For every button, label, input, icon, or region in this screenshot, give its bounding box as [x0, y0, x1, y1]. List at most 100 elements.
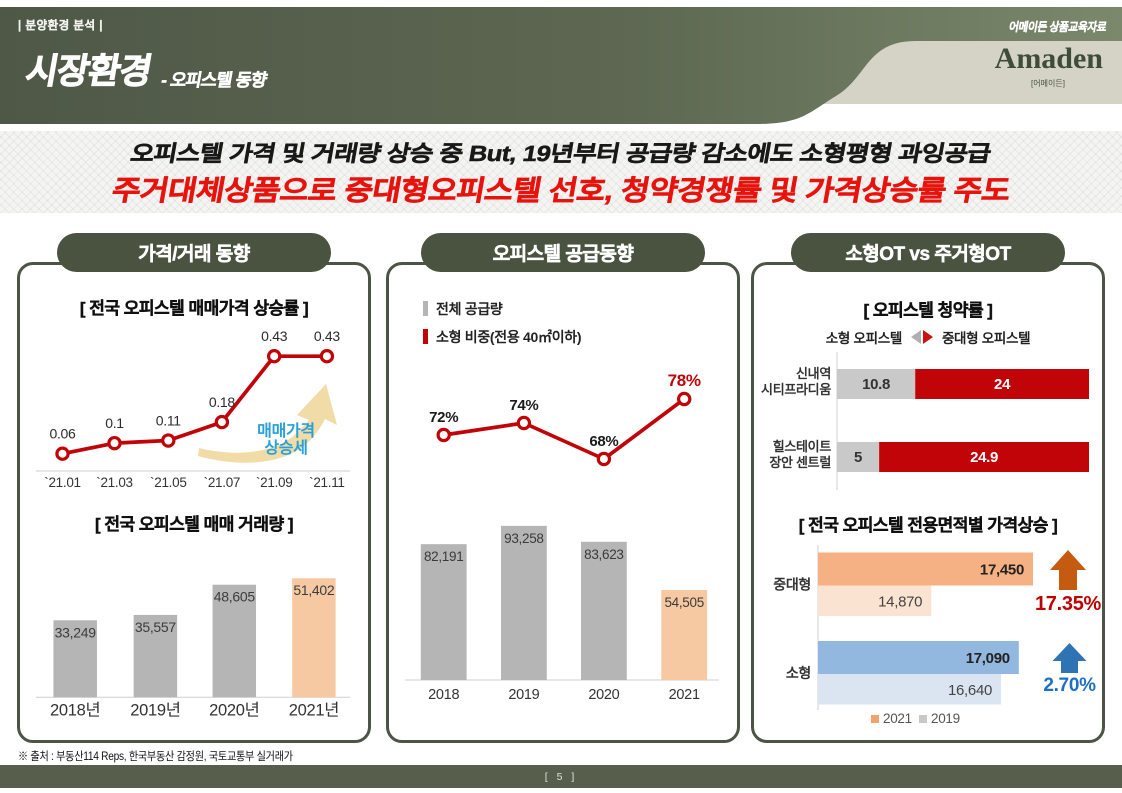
delta-arrow-icon	[1052, 643, 1087, 673]
page-title-row: 시장환경 - 오피스텔 동향	[22, 51, 271, 92]
x-tick-label: 2020년	[209, 700, 259, 719]
bar-value-label: 54,505	[664, 595, 704, 610]
line-value-label: 72%	[429, 409, 458, 426]
x-tick-label: `21.01	[44, 475, 80, 490]
category-label: 소형	[786, 665, 811, 681]
bar-value-label: 83,623	[584, 547, 624, 562]
header-band-shape	[0, 7, 1122, 124]
delta-arrow-icon	[1050, 550, 1086, 590]
hbar-value-label: 14,870	[878, 593, 922, 610]
delta-label: 2.70%	[1043, 675, 1096, 696]
stack-segment	[837, 442, 880, 472]
panel-price-trade: [ 전국 오피스텔 매매가격 상승률 ] 0.06 `21.01 0.1 `21.03…	[17, 233, 371, 745]
logo-subtext: [어메이든]	[1031, 79, 1065, 88]
annotation-arrow	[198, 384, 337, 463]
bar	[53, 620, 97, 698]
legend-label-total-supply: 전체 공급량	[436, 300, 503, 317]
segment-label: 5	[854, 449, 862, 466]
panel-header-price-trade: 가격/거래 동향	[57, 233, 331, 272]
bar	[501, 525, 547, 680]
bar-value-label: 82,191	[424, 549, 464, 564]
page-title: 시장환경	[22, 51, 155, 91]
bar-value-label: 48,605	[214, 589, 256, 605]
stack-segment	[837, 369, 916, 399]
supply-legend: 전체 공급량 소형 비중(전용 40㎡이하)	[423, 300, 582, 357]
source-note: ※ 출처 : 부동산114 Reps, 한국부동산 감정원, 국토교통부 실거래…	[18, 751, 293, 763]
data-point	[107, 435, 122, 451]
legend-label-small-share: 소형 비중(전용 40㎡이하)	[436, 328, 582, 345]
segment-label: 24.9	[970, 449, 998, 466]
x-tick-label: 2018년	[50, 700, 100, 719]
row-category-label: 신내역	[796, 366, 831, 381]
chart-title-volume: [ 전국 오피스텔 매매 거래량 ]	[95, 515, 294, 534]
logo-wordmark: Amaden	[994, 42, 1103, 75]
bar	[420, 544, 467, 680]
subscription-legend: 소형 오피스텔 중대형 오피스텔	[754, 327, 1102, 347]
header-background	[0, 7, 1122, 124]
stack-segment	[915, 369, 1089, 399]
annotation-text: 매매가격	[257, 422, 315, 440]
legend-label-small-ot: 소형 오피스텔	[825, 331, 902, 346]
card-small-vs-residential: [ 오피스텔 청약률 ] 소형 오피스텔 중대형 오피스텔 10.8 24 신내역 시…	[751, 262, 1105, 743]
price-trend-line-chart: 0.06 `21.01 0.1 `21.03 0.11 `21.05 0.18 `21.07 0…	[36, 328, 350, 490]
panel-header-small-vs-residential: 소형OT vs 주거형OT	[791, 233, 1065, 272]
panel-supply: 전체 공급량 소형 비중(전용 40㎡이하) 82,191 2018 93,258 2…	[386, 233, 740, 745]
point-label: 0.11	[156, 413, 182, 429]
hbar-value-label: 17,450	[980, 562, 1024, 579]
data-point	[319, 348, 335, 364]
point-label: 0.06	[49, 426, 76, 442]
bar	[661, 589, 708, 680]
card-supply: 전체 공급량 소형 비중(전용 40㎡이하) 82,191 2018 93,258 2…	[386, 262, 740, 743]
row-category-label: 시티프라디움	[761, 382, 831, 397]
data-point	[596, 451, 612, 467]
segment-label: 10.8	[862, 376, 890, 393]
x-tick-label: 2018	[428, 687, 459, 703]
hbar	[818, 674, 1002, 705]
data-point	[266, 348, 282, 364]
hbar-value-label: 17,090	[966, 650, 1010, 667]
legend-label: 2019	[931, 711, 960, 726]
category-label: 중대형	[773, 576, 811, 592]
chart-title-subscription: [ 오피스텔 청약률 ]	[863, 301, 993, 320]
stack-segment	[879, 442, 1089, 472]
data-point	[214, 414, 230, 430]
x-tick-label: 2020	[588, 687, 619, 703]
legend-swatch-red	[423, 329, 428, 344]
headline-band: 오피스텔 가격 및 거래량 상승 중 But, 19년부터 공급량 감소에도 소…	[0, 131, 1122, 213]
line-value-label: 74%	[509, 397, 538, 414]
panel-header-supply: 오피스텔 공급동향	[421, 233, 705, 272]
header: | 분양환경 분석 | 시장환경 - 오피스텔 동향 어메이든 상품교육자료 A…	[0, 0, 1122, 132]
hbar	[818, 641, 1019, 674]
delta-label: 17.35%	[1035, 593, 1102, 615]
headline-line1: 오피스텔 가격 및 거래량 상승 중 But, 19년부터 공급량 감소에도 소…	[128, 140, 993, 166]
left-triangle-icon	[910, 330, 921, 344]
legend-item-total-supply: 전체 공급량	[423, 300, 581, 317]
legend-arrows	[910, 330, 933, 344]
chart-title-price-growth: [ 전국 오피스텔 전용면적별 가격상승 ]	[798, 516, 1058, 535]
price-growth-barh-chart: 17,450 14,870 중대형 17,090 16,640 소형 17.35% 2.70%…	[773, 545, 1102, 726]
legend-swatch-gray	[423, 301, 428, 316]
logo: Amaden [어메이든]	[923, 44, 1103, 89]
card-price-trade: [ 전국 오피스텔 매매가격 상승률 ] 0.06 `21.01 0.1 `21.03…	[17, 262, 371, 743]
row-category-label: 장안 센트럴	[769, 455, 831, 470]
supply-combo-chart: 82,191 2018 93,258 2019 83,623 2020 54,505 2021…	[405, 371, 719, 703]
point-label: 0.1	[105, 415, 124, 431]
hbar-value-label: 16,640	[948, 682, 992, 699]
data-point	[516, 415, 532, 431]
bar	[212, 584, 257, 698]
right-triangle-icon	[922, 330, 933, 344]
data-point	[55, 446, 70, 461]
x-tick-label: `21.11	[309, 475, 344, 490]
panel-small-vs-residential: [ 오피스텔 청약률 ] 소형 오피스텔 중대형 오피스텔 10.8 24 신내역 시…	[751, 233, 1105, 745]
bar-value-label: 35,557	[135, 619, 177, 635]
annotation-text: 상승세	[264, 439, 307, 457]
data-point	[161, 433, 176, 448]
bar-value-label: 33,249	[55, 624, 97, 640]
legend-label: 2021	[883, 711, 912, 726]
page-number: [ 5 ]	[544, 770, 578, 783]
bar-value-label: 51,402	[293, 582, 335, 598]
segment-label: 24	[994, 376, 1011, 393]
data-point	[677, 391, 692, 407]
